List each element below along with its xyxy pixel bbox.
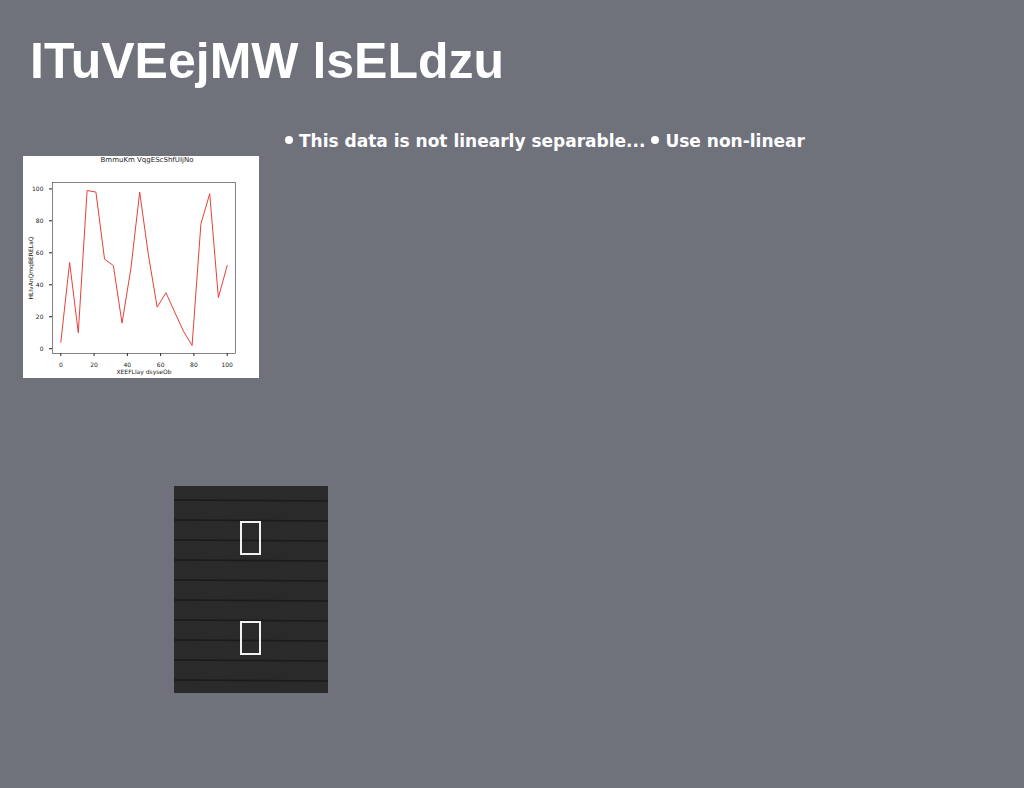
svg-text:100: 100 [221, 361, 233, 368]
html-text:Use non-linear: Use non-linear [665, 131, 805, 151]
svg-text:XEEFLlay dsyseOb: XEEFLlay dsyseOb [116, 368, 171, 376]
svg-text:40: 40 [123, 360, 132, 368]
svg-text:0: 0 [59, 361, 63, 368]
html-text:BmmuKm VqgEScShfUIjNo: BmmuKm VqgEScShfUIjNo [100, 156, 194, 164]
svg-text:40: 40 [36, 281, 44, 288]
svg-text:0: 0 [40, 345, 44, 352]
svg-text:HLIvAnQmqBERELaQ: HLIvAnQmqBERELaQ [27, 236, 35, 299]
svg-text:60: 60 [156, 360, 165, 368]
html-text:This data is not linearly sepa: This data is not linearly separable... [299, 131, 646, 151]
svg-text:100: 100 [32, 185, 44, 192]
svg-text:20: 20 [36, 313, 44, 320]
svg-text:20: 20 [90, 361, 98, 368]
svg-text:60: 60 [36, 249, 44, 256]
svg-text:80: 80 [36, 217, 44, 224]
svg-text:80: 80 [190, 361, 198, 368]
html-text:ITuVEejMW lsELdzu: ITuVEejMW lsELdzu [30, 33, 505, 89]
